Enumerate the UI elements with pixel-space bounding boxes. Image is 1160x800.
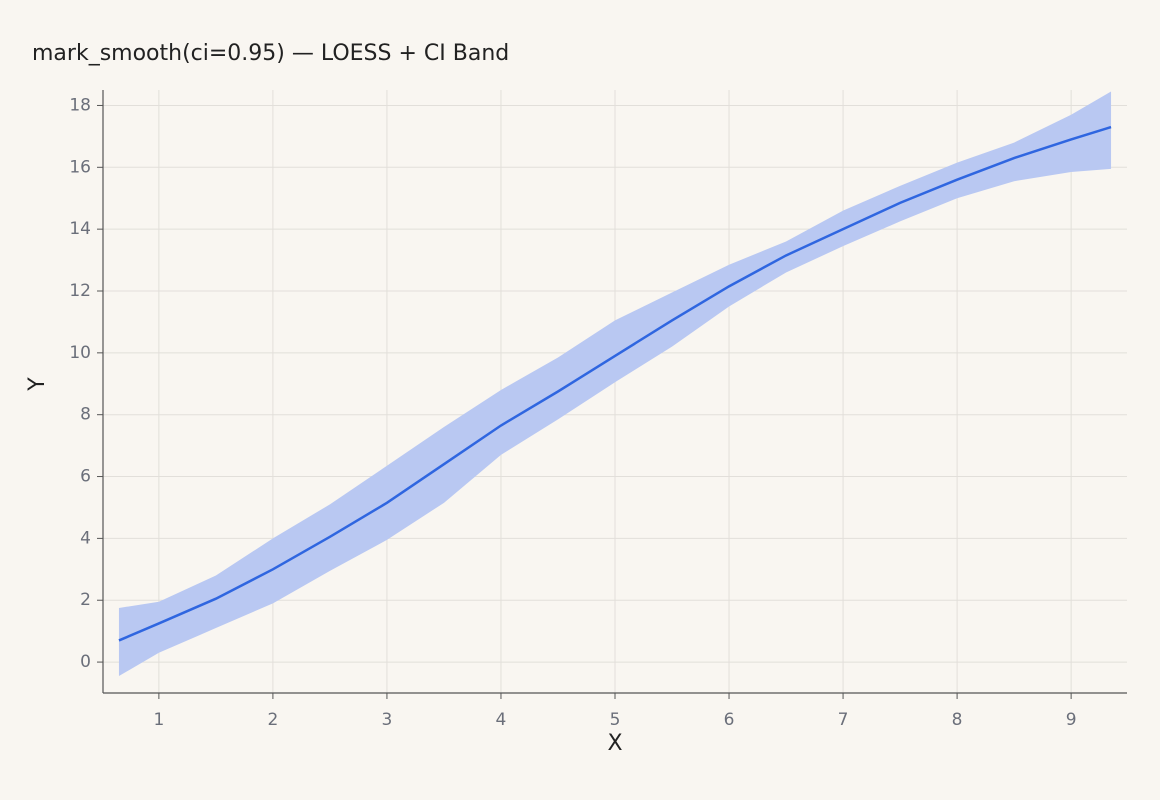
x-tick-label: 7 — [838, 710, 849, 730]
y-tick-label: 2 — [80, 590, 91, 610]
chart-title: mark_smooth(ci=0.95) — LOESS + CI Band — [32, 41, 509, 66]
y-tick-label: 8 — [80, 405, 91, 425]
smooth-line — [118, 125, 1112, 642]
y-tick-label: 16 — [69, 157, 91, 177]
ci-band — [118, 91, 1112, 676]
y-tick-label: 4 — [80, 528, 91, 548]
y-tick-label: 18 — [69, 95, 91, 115]
x-axis-label: X — [607, 731, 622, 756]
x-tick-label: 3 — [382, 710, 393, 730]
x-tick-label: 1 — [153, 710, 164, 730]
y-tick-label: 0 — [80, 652, 91, 672]
y-tick-label: 14 — [69, 219, 91, 239]
x-tick-label: 5 — [610, 710, 621, 730]
x-tick-label: 6 — [724, 710, 735, 730]
y-tick-label: 10 — [69, 343, 91, 363]
y-tick-label: 12 — [69, 281, 91, 301]
x-tick-label: 2 — [267, 710, 278, 730]
x-tick-label: 4 — [496, 710, 507, 730]
y-tick-label: 6 — [80, 467, 91, 487]
x-tick-label: 9 — [1066, 710, 1077, 730]
x-tick-label: 8 — [952, 710, 963, 730]
y-axis-label: Y — [25, 377, 50, 392]
